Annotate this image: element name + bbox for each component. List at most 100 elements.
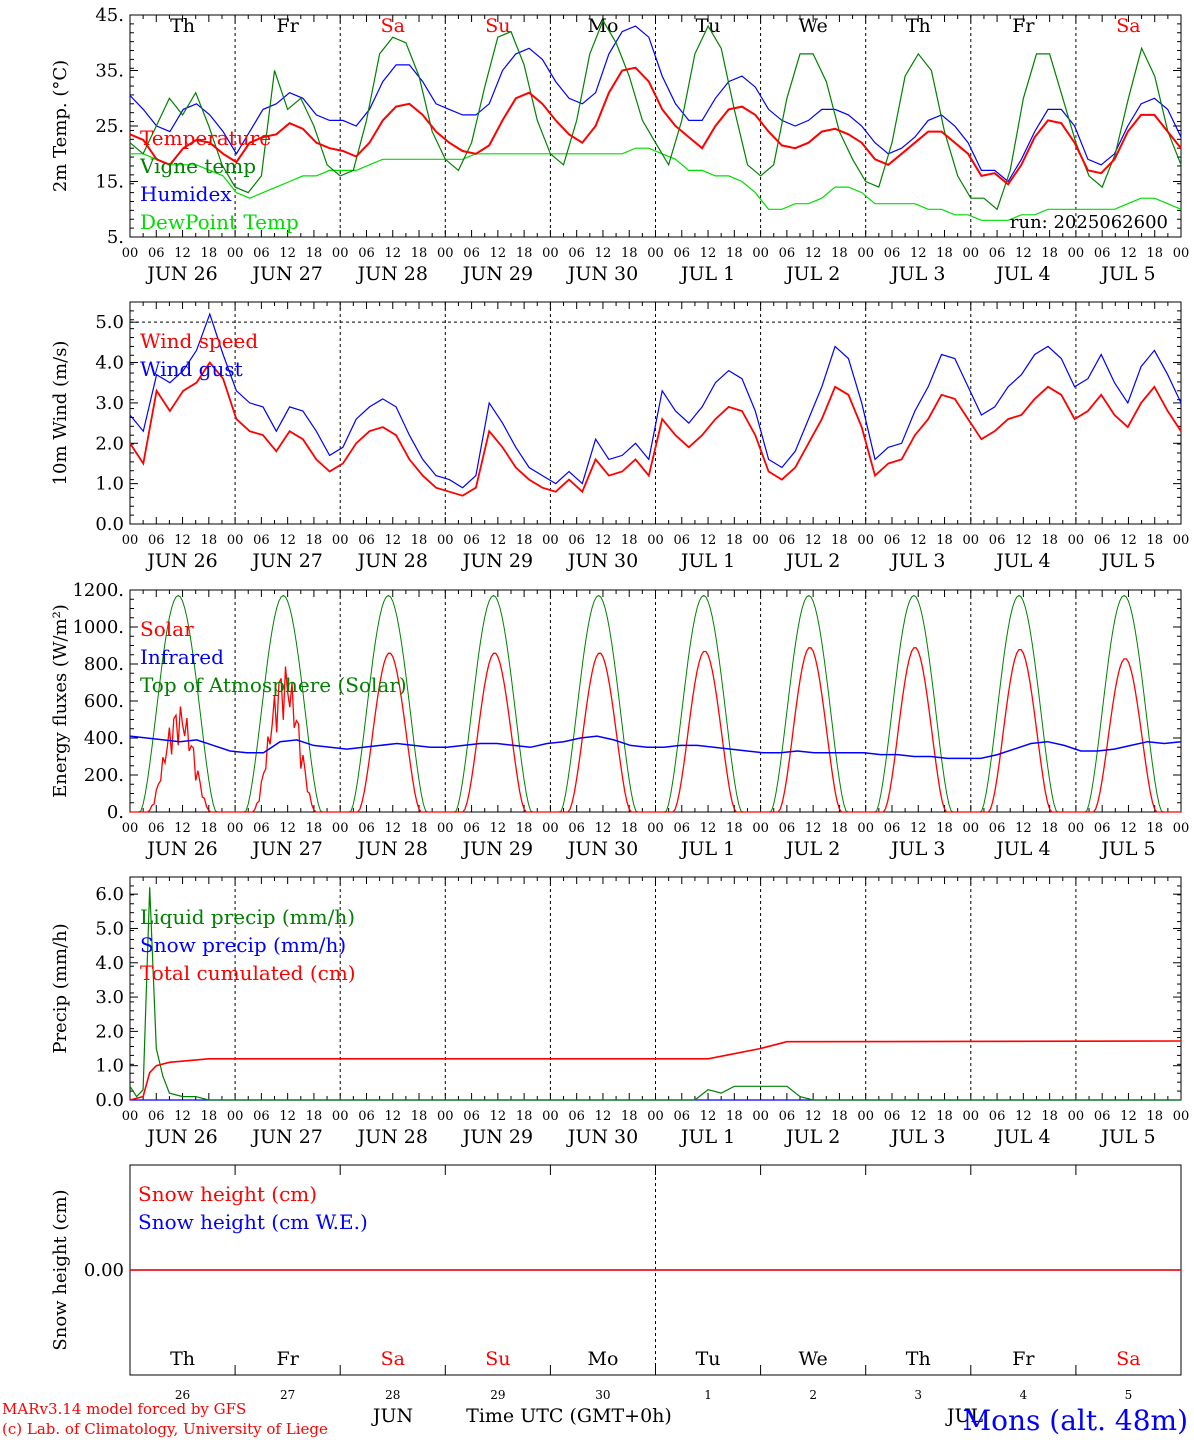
hour-tick-label: 12 bbox=[1015, 533, 1032, 548]
hour-tick-label: 00 bbox=[1173, 533, 1190, 548]
hour-tick-label: 12 bbox=[700, 533, 717, 548]
hour-tick-label: 00 bbox=[647, 821, 664, 836]
y-tick-label: 3.0 bbox=[95, 393, 124, 414]
hour-tick-label: 18 bbox=[411, 533, 428, 548]
y-tick-label: 1.0 bbox=[95, 474, 124, 495]
hour-tick-label: 00 bbox=[437, 246, 454, 261]
hour-tick-label: 06 bbox=[253, 533, 270, 548]
hour-tick-label: 00 bbox=[542, 1109, 559, 1124]
y-tick-label: 2.0 bbox=[95, 433, 124, 454]
hour-tick-label: 00 bbox=[542, 246, 559, 261]
station-label: Mons (alt. 48m) bbox=[962, 1404, 1188, 1437]
hour-tick-label: 06 bbox=[1094, 821, 1111, 836]
legend-entry: DewPoint Temp bbox=[140, 210, 299, 234]
hour-tick-label: 12 bbox=[279, 246, 296, 261]
hour-tick-label: 00 bbox=[122, 1109, 139, 1124]
hour-tick-label: 06 bbox=[1094, 246, 1111, 261]
weekday-label: Su bbox=[485, 15, 510, 37]
hour-tick-label: 18 bbox=[831, 533, 848, 548]
hour-tick-label: 18 bbox=[516, 533, 533, 548]
hour-tick-label: 06 bbox=[989, 533, 1006, 548]
hour-tick-label: 00 bbox=[332, 1109, 349, 1124]
hour-tick-label: 00 bbox=[227, 533, 244, 548]
weekday-label: Sa bbox=[1116, 15, 1140, 37]
hour-tick-label: 18 bbox=[621, 533, 638, 548]
hour-tick-label: 00 bbox=[1068, 246, 1085, 261]
hour-tick-label: 12 bbox=[384, 246, 401, 261]
run-label: run: 2025062600 bbox=[1010, 212, 1168, 233]
date-label: JUL 5 bbox=[1099, 1126, 1155, 1148]
date-label: JUL 2 bbox=[784, 263, 840, 285]
weekday-label: Fr bbox=[1012, 15, 1035, 37]
date-label: JUN 29 bbox=[461, 263, 533, 285]
hour-tick-label: 00 bbox=[857, 1109, 874, 1124]
date-label: JUN 28 bbox=[356, 838, 428, 860]
hour-tick-label: 18 bbox=[201, 1109, 218, 1124]
series-dewpoint-temp bbox=[130, 147, 1182, 221]
hour-tick-label: 06 bbox=[358, 246, 375, 261]
y-tick-label: 2.0 bbox=[95, 1021, 124, 1042]
date-label: JUN 26 bbox=[145, 550, 217, 572]
hour-tick-label: 18 bbox=[516, 1109, 533, 1124]
hour-tick-label: 12 bbox=[174, 246, 191, 261]
y-axis-label: Snow height (cm) bbox=[50, 1189, 71, 1350]
hour-tick-label: 12 bbox=[384, 1109, 401, 1124]
hour-tick-label: 18 bbox=[621, 246, 638, 261]
hour-tick-label: 06 bbox=[1094, 1109, 1111, 1124]
hour-tick-label: 00 bbox=[122, 246, 139, 261]
legend-entry: Vigne temp bbox=[139, 154, 256, 178]
hour-tick-label: 12 bbox=[910, 821, 927, 836]
date-label: JUN 26 bbox=[145, 263, 217, 285]
date-label: JUN 28 bbox=[356, 1126, 428, 1148]
day-number-label: 1 bbox=[704, 1388, 712, 1402]
hour-tick-label: 18 bbox=[1146, 246, 1163, 261]
y-axis-label: 2m Temp. (°C) bbox=[50, 60, 71, 192]
hour-tick-label: 00 bbox=[647, 1109, 664, 1124]
hour-tick-label: 06 bbox=[358, 821, 375, 836]
hour-tick-label: 12 bbox=[595, 533, 612, 548]
hour-tick-label: 00 bbox=[542, 821, 559, 836]
hour-tick-label: 18 bbox=[411, 246, 428, 261]
hour-tick-label: 18 bbox=[306, 246, 323, 261]
hour-tick-label: 18 bbox=[411, 1109, 428, 1124]
hour-tick-label: 06 bbox=[463, 821, 480, 836]
hour-tick-label: 00 bbox=[752, 246, 769, 261]
hour-tick-label: 18 bbox=[936, 1109, 953, 1124]
weekday-label: Tu bbox=[696, 1348, 721, 1370]
hour-tick-label: 12 bbox=[174, 1109, 191, 1124]
y-tick-label: 800. bbox=[84, 654, 124, 675]
hour-tick-label: 12 bbox=[1120, 1109, 1137, 1124]
hour-tick-label: 18 bbox=[201, 821, 218, 836]
hour-tick-label: 06 bbox=[253, 821, 270, 836]
hour-tick-label: 06 bbox=[884, 533, 901, 548]
hour-tick-label: 00 bbox=[857, 821, 874, 836]
date-label: JUN 30 bbox=[566, 838, 638, 860]
y-tick-label: 6.0 bbox=[95, 884, 124, 905]
hour-tick-label: 18 bbox=[831, 821, 848, 836]
day-number-label: 3 bbox=[914, 1388, 922, 1402]
hour-tick-label: 06 bbox=[148, 1109, 165, 1124]
y-tick-label: 3.0 bbox=[95, 987, 124, 1008]
hour-tick-label: 00 bbox=[963, 821, 980, 836]
y-tick-label: 5.0 bbox=[95, 312, 124, 333]
weekday-label: Th bbox=[170, 15, 195, 37]
hour-tick-label: 18 bbox=[621, 821, 638, 836]
day-number-label: 29 bbox=[490, 1388, 505, 1402]
day-number-label: 4 bbox=[1020, 1388, 1028, 1402]
hour-tick-label: 00 bbox=[647, 533, 664, 548]
hour-tick-label: 06 bbox=[989, 246, 1006, 261]
date-label: JUN 29 bbox=[461, 1126, 533, 1148]
date-label: JUL 2 bbox=[784, 550, 840, 572]
hour-tick-label: 12 bbox=[384, 821, 401, 836]
hour-tick-label: 06 bbox=[989, 1109, 1006, 1124]
date-label: JUL 2 bbox=[784, 1126, 840, 1148]
hour-tick-label: 00 bbox=[1068, 1109, 1085, 1124]
hour-tick-label: 18 bbox=[411, 821, 428, 836]
hour-tick-label: 00 bbox=[542, 533, 559, 548]
hour-tick-label: 00 bbox=[857, 246, 874, 261]
series-humidex bbox=[129, 25, 1182, 183]
weekday-label: Th bbox=[906, 15, 931, 37]
hour-tick-label: 06 bbox=[358, 1109, 375, 1124]
hour-tick-label: 18 bbox=[201, 246, 218, 261]
